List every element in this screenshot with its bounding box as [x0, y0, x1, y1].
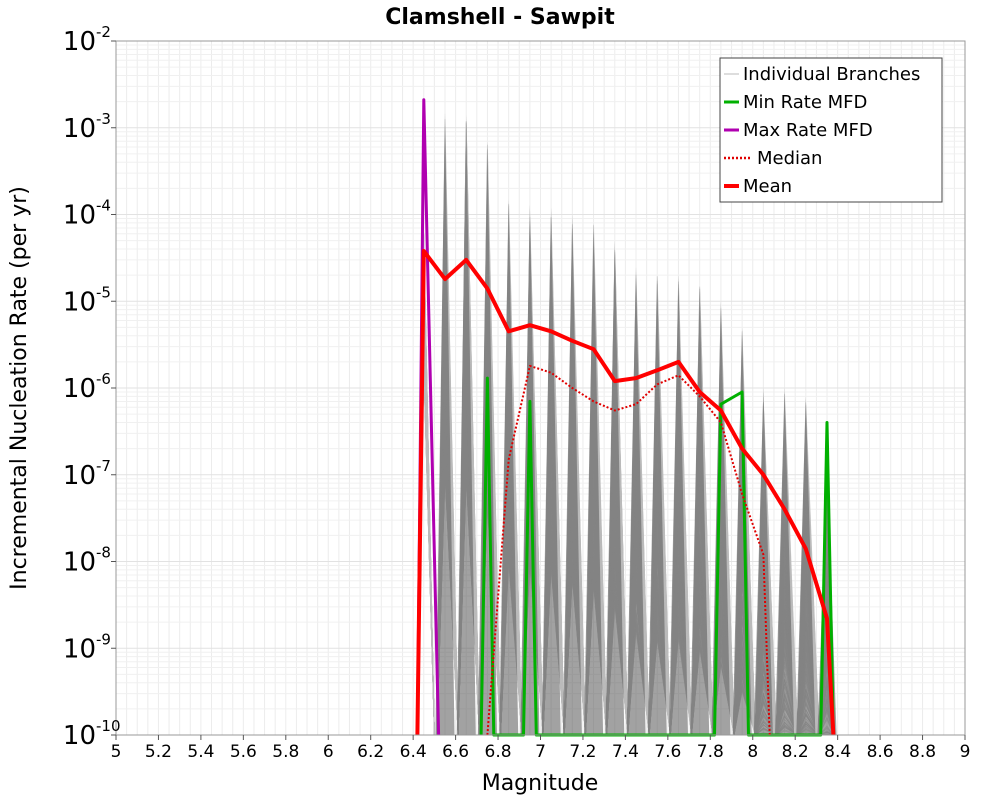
x-tick-label: 8.2: [782, 742, 809, 762]
x-tick-label: 7.4: [612, 742, 639, 762]
branch-peak: [435, 112, 455, 735]
x-tick-label: 8.8: [909, 742, 936, 762]
y-axis-label: Incremental Nucleation Rate (per yr): [7, 186, 32, 590]
branch-peak: [562, 214, 582, 735]
y-tick-exponent: -6: [96, 370, 111, 388]
legend-label: Mean: [743, 176, 792, 197]
x-tick-label: 8: [747, 742, 758, 762]
x-tick-label: 6.8: [485, 742, 512, 762]
branch-peak: [647, 275, 667, 735]
y-tick-label: 10: [63, 201, 96, 231]
legend-box: [719, 57, 943, 203]
x-tick-label: 5: [111, 742, 122, 762]
y-tick-exponent: -4: [96, 197, 111, 215]
branch-peak: [668, 275, 688, 735]
x-tick-label: 5.2: [145, 742, 172, 762]
x-tick-label: 7.2: [569, 742, 596, 762]
legend-label: Individual Branches: [743, 64, 920, 85]
y-tick-label: 10: [63, 548, 96, 578]
x-axis-label: Magnitude: [482, 771, 599, 796]
branch-peak: [456, 115, 476, 736]
legend-label: Max Rate MFD: [743, 120, 873, 141]
branch-peak: [605, 240, 625, 735]
y-tick-exponent: -5: [96, 283, 111, 301]
x-tick-label: 6.2: [357, 742, 384, 762]
x-tick-label: 7: [535, 742, 546, 762]
chart-title: Clamshell - Sawpit: [385, 5, 615, 30]
legend: Individual Branches Min Rate MFD Max Rate …: [719, 57, 943, 203]
series-line-mean: [415, 249, 836, 736]
y-tick-label: 10: [63, 634, 96, 664]
branch-peak: [626, 266, 646, 735]
x-tick-label: 7.8: [697, 742, 724, 762]
x-tick-label: 8.4: [824, 742, 851, 762]
x-tick-label: 6.4: [400, 742, 427, 762]
branch-peak: [541, 207, 561, 736]
branch-peak: [690, 286, 710, 735]
series-line-median: [486, 364, 771, 736]
y-tick-label: 10: [63, 27, 96, 57]
y-tick-exponent: -8: [96, 544, 111, 562]
y-tick-exponent: -9: [96, 630, 111, 648]
y-tick-label: 10: [63, 114, 96, 144]
x-tick-label: 8.6: [867, 742, 894, 762]
y-tick-label: 10: [63, 287, 96, 317]
x-ticks: 5 5.2 5.4 5.6 5.8 6 6.2 6.4 6.6 6.8 7 7.2 7.4 7.6 7.8 8…: [111, 735, 971, 762]
branch-peak: [775, 388, 795, 735]
x-tick-label: 5.4: [187, 742, 214, 762]
y-tick-exponent: -3: [96, 110, 111, 128]
x-tick-label: 5.6: [230, 742, 257, 762]
x-tick-label: 9: [960, 742, 971, 762]
y-tick-exponent: -10: [96, 717, 121, 735]
x-tick-label: 6.6: [442, 742, 469, 762]
y-tick-label: 10: [63, 461, 96, 491]
y-tick-label: 10: [63, 374, 96, 404]
branch-peak: [584, 222, 604, 735]
x-tick-label: 5.8: [272, 742, 299, 762]
y-tick-exponent: -7: [96, 457, 111, 475]
y-tick-label: 10: [63, 721, 96, 751]
x-tick-label: 7.6: [654, 742, 681, 762]
y-tick-exponent: -2: [96, 23, 111, 41]
branch-peak: [796, 396, 816, 735]
legend-label: Median: [757, 148, 822, 169]
legend-label: Min Rate MFD: [743, 92, 867, 113]
x-tick-label: 6: [323, 742, 334, 762]
